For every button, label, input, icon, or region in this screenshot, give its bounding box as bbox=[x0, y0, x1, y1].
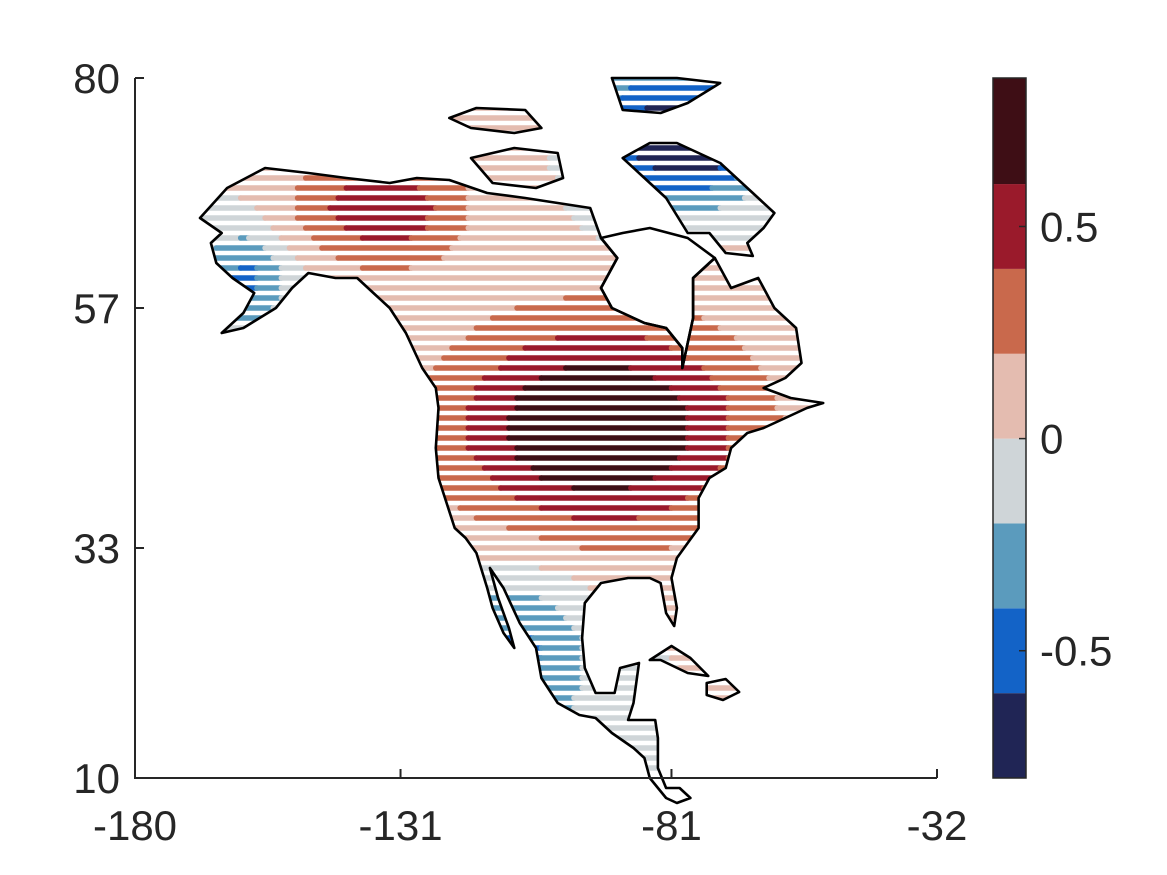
x-tick-label: -131 bbox=[358, 802, 442, 849]
colorbar-bin bbox=[993, 438, 1026, 524]
coastline-arctic-islands bbox=[447, 106, 543, 135]
anomaly-field bbox=[200, 78, 824, 771]
colorbar-bin bbox=[993, 693, 1026, 778]
axes: -180 -131 -81 -32 10 33 57 80 bbox=[73, 55, 967, 849]
coastline-baffin bbox=[621, 141, 776, 258]
colorbar-tick-label: 0 bbox=[1040, 416, 1063, 463]
colorbar-bin bbox=[993, 523, 1026, 609]
colorbar-bin bbox=[993, 78, 1026, 185]
colorbar-tick-label: -0.5 bbox=[1040, 628, 1112, 675]
x-tick-label: -81 bbox=[641, 802, 702, 849]
colorbar: -0.5 0 0.5 bbox=[992, 77, 1112, 779]
coastline-hispaniola bbox=[705, 677, 741, 702]
y-tick-label: 57 bbox=[73, 285, 120, 332]
coastline-victoria bbox=[469, 146, 565, 190]
colorbar-bin bbox=[993, 268, 1026, 354]
x-tick-label: -180 bbox=[93, 802, 177, 849]
x-tick-label: -32 bbox=[907, 802, 968, 849]
y-tick-label: 80 bbox=[73, 55, 120, 102]
colorbar-frame bbox=[992, 77, 1027, 779]
colorbar-tick-label: 0.5 bbox=[1040, 203, 1098, 250]
colorbar-bin bbox=[993, 353, 1026, 439]
y-tick-label: 10 bbox=[73, 755, 120, 802]
coastline-hudson-bay bbox=[599, 226, 717, 370]
plot-area bbox=[198, 76, 825, 805]
coastlines bbox=[198, 76, 825, 805]
coastline-cuba bbox=[648, 644, 710, 678]
coastline-ellesmere bbox=[610, 76, 722, 115]
y-tick-label: 33 bbox=[73, 525, 120, 572]
